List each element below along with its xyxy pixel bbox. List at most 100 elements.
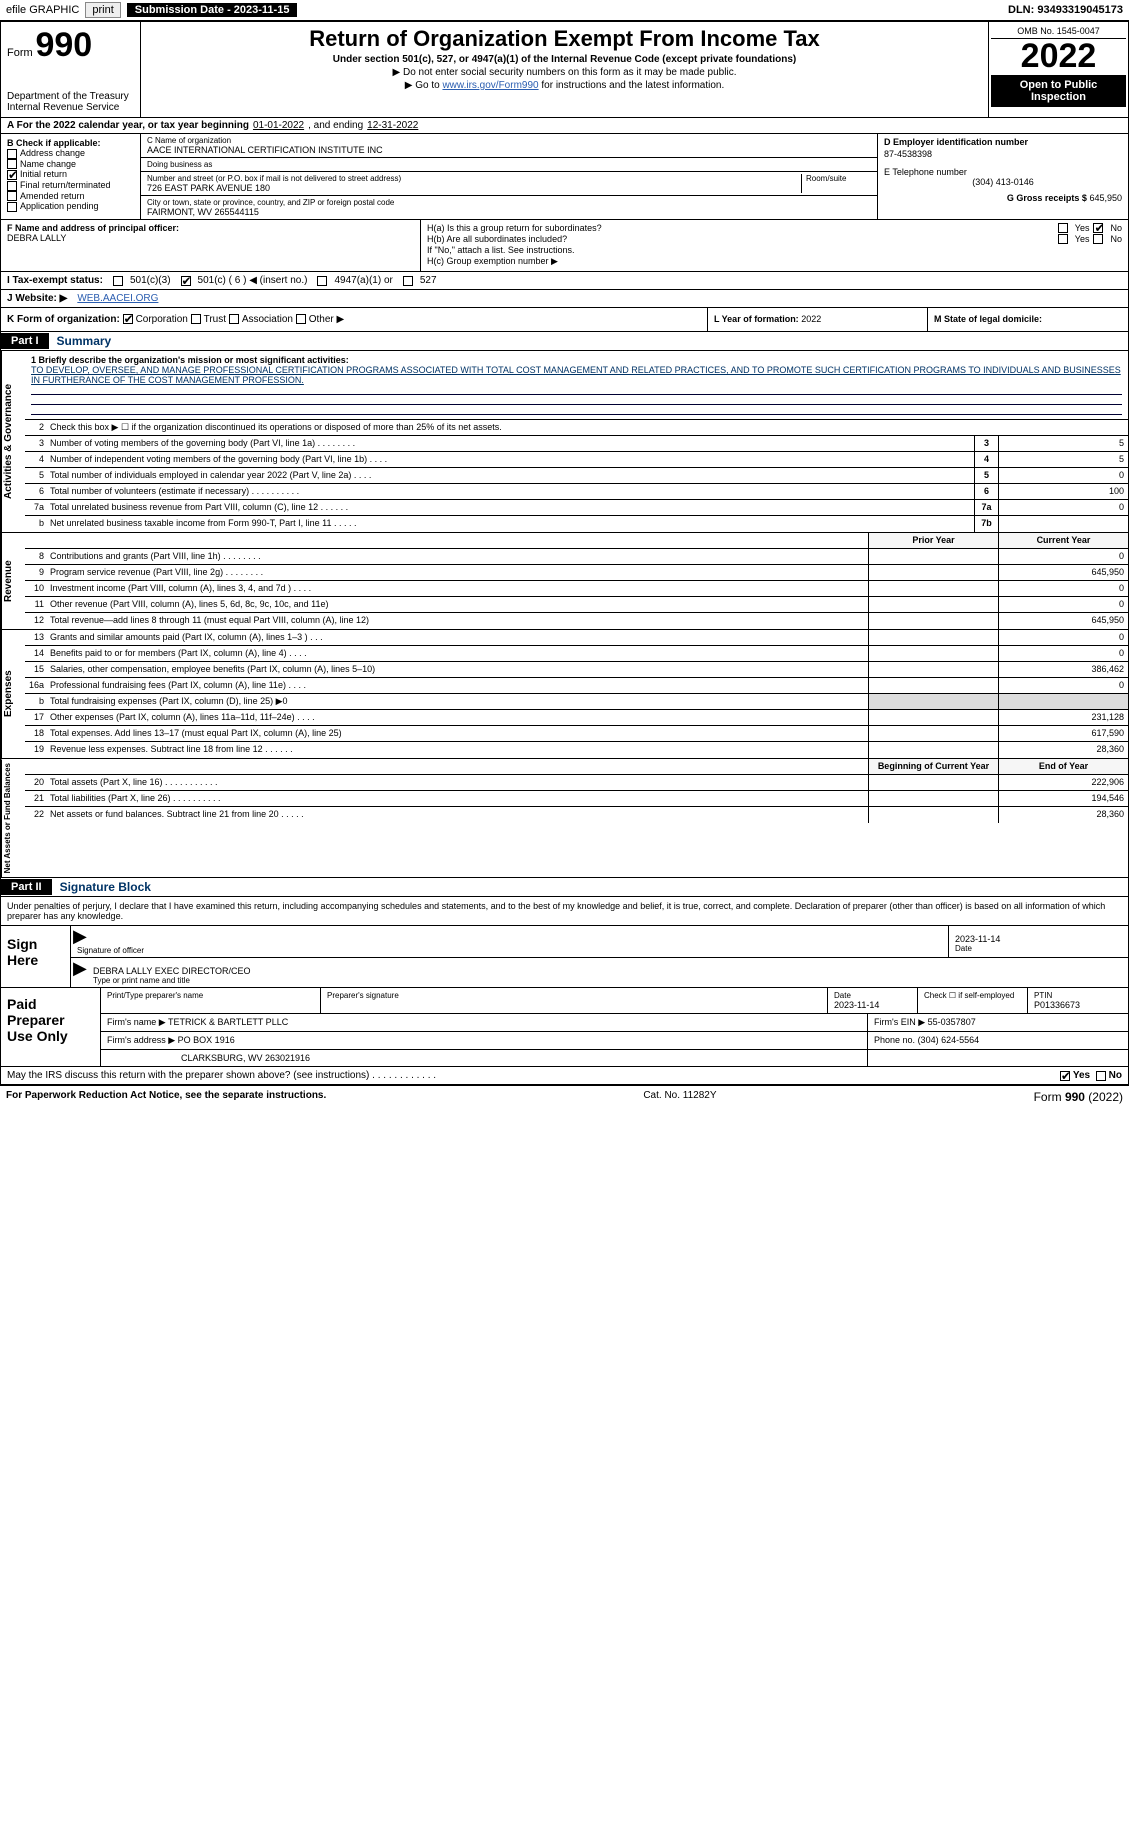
declaration: Under penalties of perjury, I declare th…	[0, 897, 1129, 926]
summary-row: 14Benefits paid to or for members (Part …	[25, 646, 1128, 662]
page-footer: For Paperwork Reduction Act Notice, see …	[0, 1085, 1129, 1108]
section-abm: A For the 2022 calendar year, or tax yea…	[0, 118, 1129, 332]
firm-addr1: PO BOX 1916	[178, 1035, 235, 1045]
summary-row: 7aTotal unrelated business revenue from …	[25, 500, 1128, 516]
row-J: J Website: ▶ WEB.AACEI.ORG	[1, 289, 1128, 307]
summary-row: 5Total number of individuals employed in…	[25, 468, 1128, 484]
prep-date: 2023-11-14	[834, 1000, 911, 1010]
cbx-4947[interactable]	[317, 276, 327, 286]
irs: Internal Revenue Service	[7, 102, 134, 113]
arrow-icon: ▶	[73, 958, 87, 979]
cbx-ha-yes[interactable]	[1058, 223, 1068, 233]
city-state-zip: FAIRMONT, WV 265544115	[147, 207, 871, 217]
col-DEG: D Employer identification number 87-4538…	[878, 134, 1128, 219]
instructions-link[interactable]: www.irs.gov/Form990	[442, 80, 538, 91]
col-B: B Check if applicable: Address change Na…	[1, 134, 141, 219]
form-title: Return of Organization Exempt From Incom…	[151, 26, 978, 52]
cbx-discuss-no[interactable]	[1096, 1071, 1106, 1081]
street: 726 EAST PARK AVENUE 180	[147, 183, 801, 193]
section-governance: Activities & Governance 1 Briefly descri…	[0, 351, 1129, 533]
part-i-header: Part I Summary	[0, 332, 1129, 351]
efile-bar: efile GRAPHIC print Submission Date - 20…	[0, 0, 1129, 21]
row-I: I Tax-exempt status: 501(c)(3) 501(c) ( …	[1, 271, 1128, 289]
year-formation: 2022	[801, 314, 821, 324]
period-begin: 01-01-2022	[253, 120, 304, 131]
org-name: AACE INTERNATIONAL CERTIFICATION INSTITU…	[147, 145, 871, 155]
open-public: Open to Public Inspection	[991, 75, 1126, 107]
mission-text: TO DEVELOP, OVERSEE, AND MANAGE PROFESSI…	[31, 365, 1121, 385]
summary-row: 8Contributions and grants (Part VIII, li…	[25, 549, 1128, 565]
summary-row: 22Net assets or fund balances. Subtract …	[25, 807, 1128, 823]
gross-receipts: 645,950	[1089, 193, 1122, 203]
form-header: Form 990 Department of the Treasury Inte…	[0, 21, 1129, 118]
cbx-assoc[interactable]	[229, 314, 239, 324]
cbx-501c[interactable]	[181, 276, 191, 286]
col-C: C Name of organization AACE INTERNATIONA…	[141, 134, 878, 219]
summary-row: 6Total number of volunteers (estimate if…	[25, 484, 1128, 500]
firm-phone: (304) 624-5564	[918, 1035, 980, 1045]
summary-row: 17Other expenses (Part IX, column (A), l…	[25, 710, 1128, 726]
website-link[interactable]: WEB.AACEI.ORG	[77, 293, 158, 304]
row-KLM: K Form of organization: Corporation Trus…	[1, 307, 1128, 331]
cbx-other[interactable]	[296, 314, 306, 324]
summary-row: 13Grants and similar amounts paid (Part …	[25, 630, 1128, 646]
cbx-ha-no[interactable]	[1093, 223, 1103, 233]
print-button[interactable]: print	[85, 2, 120, 18]
summary-row: 2Check this box ▶ ☐ if the organization …	[25, 420, 1128, 436]
summary-row: bTotal fundraising expenses (Part IX, co…	[25, 694, 1128, 710]
form-prefix: Form	[7, 47, 33, 59]
cbx-app-pending[interactable]	[7, 202, 17, 212]
ptin: P01336673	[1034, 1000, 1122, 1010]
summary-row: 15Salaries, other compensation, employee…	[25, 662, 1128, 678]
cbx-discuss-yes[interactable]	[1060, 1071, 1070, 1081]
cbx-hb-no[interactable]	[1093, 234, 1103, 244]
col-F: F Name and address of principal officer:…	[1, 220, 421, 271]
firm-name: TETRICK & BARTLETT PLLC	[168, 1017, 288, 1027]
summary-row: bNet unrelated business taxable income f…	[25, 516, 1128, 532]
submission-date: Submission Date - 2023-11-15	[127, 3, 298, 17]
dln: DLN: 93493319045173	[1008, 4, 1123, 16]
col-H: H(a) Is this a group return for subordin…	[421, 220, 1128, 271]
summary-row: 18Total expenses. Add lines 13–17 (must …	[25, 726, 1128, 742]
summary-row: 19Revenue less expenses. Subtract line 1…	[25, 742, 1128, 758]
section-revenue: Revenue Prior Year Current Year 8Contrib…	[0, 533, 1129, 630]
cbx-trust[interactable]	[191, 314, 201, 324]
sign-here-block: Sign Here ▶ Signature of officer 2023-11…	[0, 926, 1129, 988]
cbx-final-return[interactable]	[7, 181, 17, 191]
summary-row: 12Total revenue—add lines 8 through 11 (…	[25, 613, 1128, 629]
header-line1: Under section 501(c), 527, or 4947(a)(1)…	[151, 54, 978, 65]
summary-row: 4Number of independent voting members of…	[25, 452, 1128, 468]
may-discuss-row: May the IRS discuss this return with the…	[0, 1067, 1129, 1085]
tax-year: 2022	[991, 39, 1126, 73]
header-line3: ▶ Go to www.irs.gov/Form990 for instruct…	[151, 80, 978, 91]
cbx-address-change[interactable]	[7, 149, 17, 159]
cbx-amended[interactable]	[7, 191, 17, 201]
period-end: 12-31-2022	[367, 120, 418, 131]
part-ii-header: Part II Signature Block	[0, 878, 1129, 897]
telephone: (304) 413-0146	[884, 177, 1122, 187]
cbx-initial-return[interactable]	[7, 170, 17, 180]
arrow-icon: ▶	[73, 926, 87, 947]
firm-addr2: CLARKSBURG, WV 263021916	[101, 1050, 868, 1066]
dept: Department of the Treasury	[7, 91, 134, 102]
summary-row: 11Other revenue (Part VIII, column (A), …	[25, 597, 1128, 613]
summary-row: 21Total liabilities (Part X, line 26) . …	[25, 791, 1128, 807]
section-net-assets: Net Assets or Fund Balances Beginning of…	[0, 759, 1129, 878]
cbx-hb-yes[interactable]	[1058, 234, 1068, 244]
header-right: OMB No. 1545-0047 2022 Open to Public In…	[988, 22, 1128, 117]
sig-date: 2023-11-14	[955, 934, 1122, 944]
summary-row: 3Number of voting members of the governi…	[25, 436, 1128, 452]
summary-row: 16aProfessional fundraising fees (Part I…	[25, 678, 1128, 694]
cbx-corp[interactable]	[123, 314, 133, 324]
summary-row: 9Program service revenue (Part VIII, lin…	[25, 565, 1128, 581]
cbx-501c3[interactable]	[113, 276, 123, 286]
officer-typed: DEBRA LALLY EXEC DIRECTOR/CEO	[77, 966, 1122, 976]
cbx-527[interactable]	[403, 276, 413, 286]
form-number: 990	[35, 26, 92, 64]
section-expenses: Expenses 13Grants and similar amounts pa…	[0, 630, 1129, 759]
header-mid: Return of Organization Exempt From Incom…	[141, 22, 988, 117]
efile-label: efile GRAPHIC	[6, 4, 79, 16]
summary-row: 20Total assets (Part X, line 16) . . . .…	[25, 775, 1128, 791]
summary-row: 10Investment income (Part VIII, column (…	[25, 581, 1128, 597]
ein: 87-4538398	[884, 147, 1122, 161]
